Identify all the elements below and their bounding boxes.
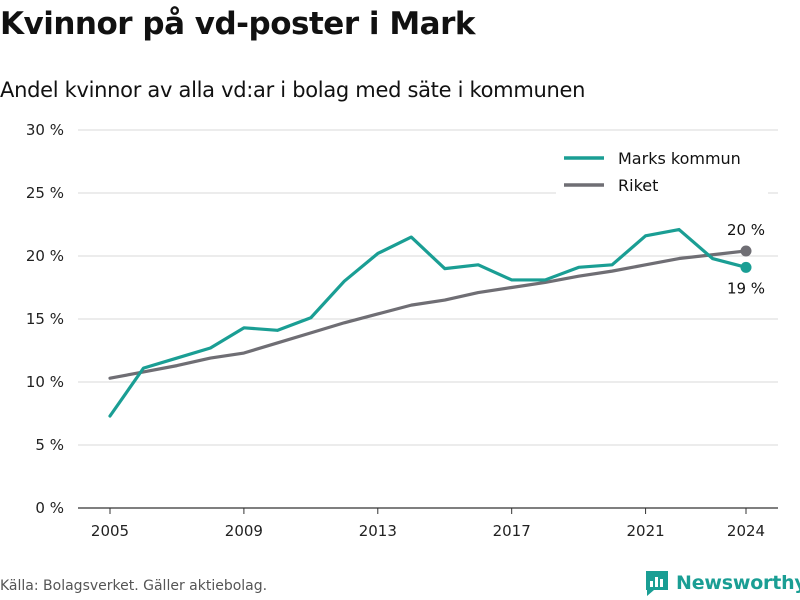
y-tick-label: 10 % [26, 373, 64, 391]
end-point-riket [740, 245, 752, 257]
series-line-riket [108, 249, 748, 380]
newsworthy-logo-icon [646, 571, 668, 596]
x-tick-label: 2024 [727, 522, 765, 540]
end-label-riket: 20 % [727, 221, 765, 239]
source-note: Källa: Bolagsverket. Gäller aktiebolag. [0, 578, 268, 594]
y-tick-label: 5 % [35, 436, 64, 454]
chart-subtitle: Andel kvinnor av alla vd:ar i bolag med … [0, 78, 586, 102]
brand-name: Newsworthy [676, 572, 800, 594]
y-tick-label: 25 % [26, 184, 64, 202]
legend-label-marks-kommun: Marks kommun [618, 149, 741, 168]
y-tick-label: 0 % [35, 499, 64, 517]
series-line-marks-kommun [108, 227, 748, 418]
x-tick-label: 2005 [91, 522, 129, 540]
x-tick-label: 2009 [225, 522, 263, 540]
chart-title: Kvinnor på vd-poster i Mark [0, 6, 476, 42]
y-tick-label: 30 % [26, 121, 64, 139]
y-tick-label: 20 % [26, 247, 64, 265]
brand-logo: Newsworthy [644, 569, 800, 597]
x-tick-label: 2013 [359, 522, 397, 540]
x-tick-label: 2017 [493, 522, 531, 540]
end-label-marks-kommun: 19 % [727, 279, 765, 297]
y-tick-label: 15 % [26, 310, 64, 328]
x-tick-label: 2021 [626, 522, 664, 540]
legend-label-riket: Riket [618, 176, 658, 195]
end-point-marks-kommun [740, 261, 752, 273]
